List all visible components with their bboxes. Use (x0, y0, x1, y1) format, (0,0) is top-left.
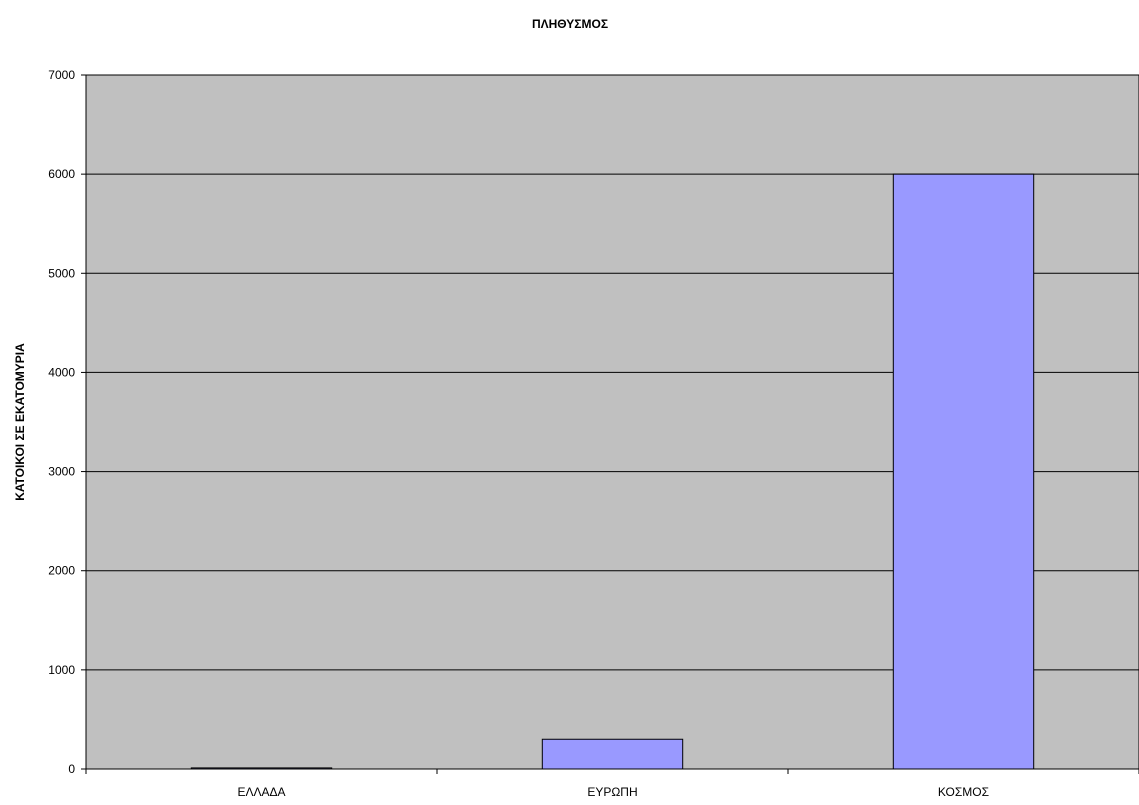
x-category-label: ΕΛΛΑΔΑ (237, 785, 285, 799)
y-tick-label: 2000 (48, 564, 75, 578)
y-axis: 0 1000 2000 3000 4000 5000 6000 7000 (48, 68, 87, 776)
y-tick-label: 4000 (48, 365, 75, 379)
y-tick-label: 6000 (48, 167, 75, 181)
y-tick-label: 3000 (48, 465, 75, 479)
x-category-label: ΚΟΣΜΟΣ (938, 785, 989, 799)
bar-2 (541, 738, 684, 770)
y-tick-label: 0 (68, 762, 75, 776)
x-axis: ΕΛΛΑΔΑ ΕΥΡΩΠΗ ΚΟΣΜΟΣ (85, 768, 1139, 799)
y-tick-label: 5000 (48, 266, 75, 280)
y-axis-label: ΚΑΤΟΙΚΟΙ ΣΕ ΕΚΑΤΟΜΥΡΙΑ (13, 343, 27, 501)
y-tick-label: 1000 (48, 663, 75, 677)
x-category-label: ΕΥΡΩΠΗ (587, 785, 637, 799)
bar-3 (892, 173, 1035, 770)
chart-title: ΠΛΗΘΥΣΜΟΣ (532, 17, 608, 31)
y-tick-label: 7000 (48, 68, 75, 82)
